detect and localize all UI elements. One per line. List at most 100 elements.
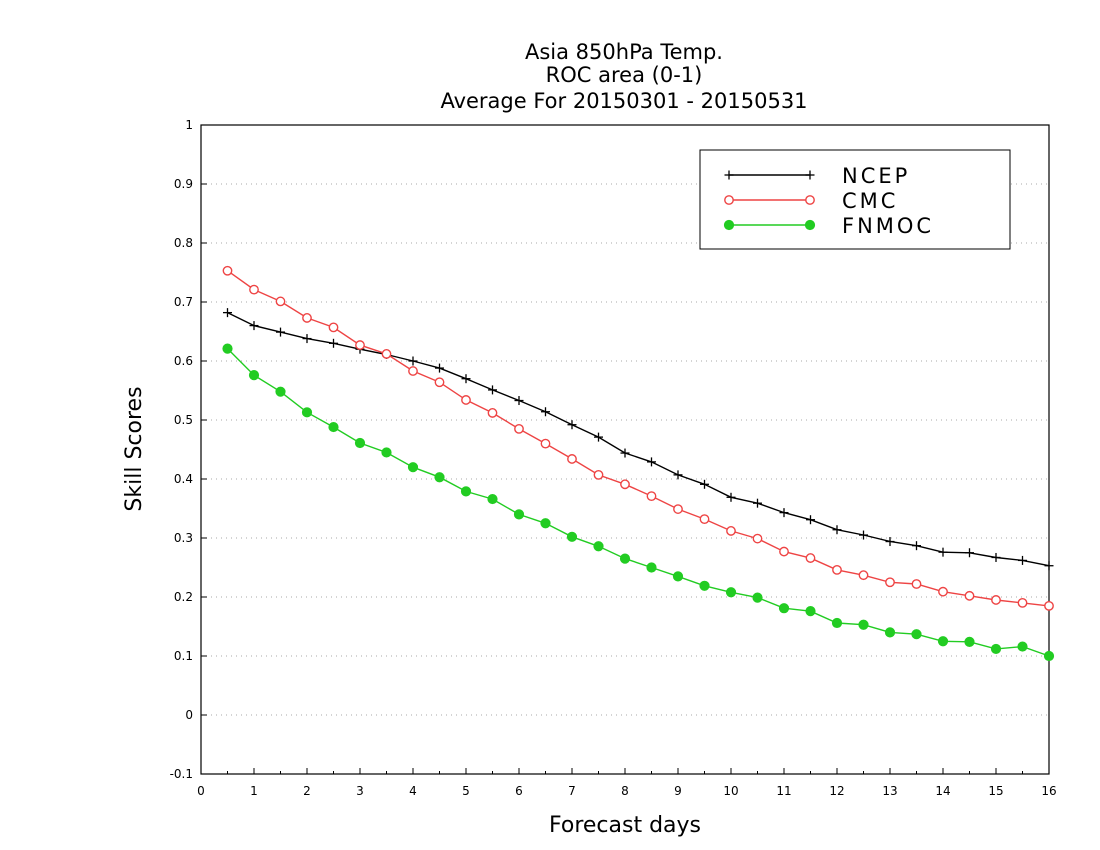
y-tick-label-10: 0.9 <box>174 177 193 191</box>
x-tick-label-11: 11 <box>776 784 791 798</box>
x-tick-label-8: 8 <box>621 784 629 798</box>
point-cmc-12 <box>540 438 551 449</box>
point-fnmoc-5 <box>354 437 366 449</box>
point-ncep-25 <box>885 537 895 547</box>
title-line-2: ROC area (0-1) <box>546 63 703 87</box>
point-ncep-30 <box>1018 555 1027 565</box>
point-cmc-23 <box>832 564 842 575</box>
point-cmc-24 <box>858 570 869 581</box>
point-cmc-28 <box>964 590 975 601</box>
x-tick-label-3: 3 <box>356 784 364 798</box>
point-ncep-2 <box>276 327 285 337</box>
point-ncep-3 <box>302 334 312 344</box>
point-ncep-18 <box>700 479 709 489</box>
y-tick-label-11: 1 <box>185 118 193 132</box>
axis-ticks: -0.100.10.20.30.40.50.60.70.80.910 1 2 3 4 5 6… <box>170 118 1057 798</box>
y-tick-label-4: 0.3 <box>174 531 193 545</box>
legend-marker-start-cmc <box>724 195 734 205</box>
x-axis-title: Forecast days <box>549 813 701 838</box>
point-fnmoc-28 <box>964 636 975 647</box>
x-tick-label-12: 12 <box>829 784 844 798</box>
point-ncep-28 <box>965 548 974 558</box>
point-fnmoc-31 <box>1043 650 1055 662</box>
point-fnmoc-3 <box>301 407 313 418</box>
point-fnmoc-22 <box>805 606 816 617</box>
title-line-1: Asia 850hPa Temp. <box>525 40 723 64</box>
point-ncep-4 <box>329 338 338 348</box>
point-cmc-20 <box>752 533 763 544</box>
point-cmc-10 <box>487 408 498 418</box>
point-fnmoc-14 <box>593 541 604 552</box>
point-cmc-26 <box>911 579 922 589</box>
x-tick-label-13: 13 <box>882 784 897 798</box>
point-cmc-15 <box>620 479 630 490</box>
x-tick-label-15: 15 <box>988 784 1003 798</box>
point-ncep-31 <box>1044 561 1054 571</box>
point-ncep-12 <box>541 407 550 417</box>
point-fnmoc-8 <box>434 472 445 483</box>
point-fnmoc-26 <box>911 629 922 640</box>
point-fnmoc-10 <box>487 493 498 505</box>
y-tick-label-5: 0.4 <box>174 472 193 486</box>
legend-entry-cmc: CMC <box>724 189 895 213</box>
point-cmc-25 <box>885 577 895 588</box>
point-cmc-13 <box>567 454 577 464</box>
x-tick-label-5: 5 <box>462 784 470 798</box>
point-fnmoc-30 <box>1017 641 1028 652</box>
point-cmc-0 <box>222 265 233 276</box>
point-fnmoc-1 <box>248 370 260 381</box>
point-cmc-3 <box>302 313 312 323</box>
point-ncep-14 <box>594 432 603 442</box>
point-cmc-9 <box>461 395 471 405</box>
chart-title: Asia 850hPa Temp. ROC area (0-1) Average… <box>440 40 807 113</box>
point-ncep-16 <box>647 457 656 467</box>
x-tick-label-9: 9 <box>674 784 682 798</box>
point-cmc-4 <box>328 322 339 333</box>
point-ncep-13 <box>567 420 577 430</box>
point-cmc-2 <box>275 296 286 307</box>
point-fnmoc-9 <box>460 486 472 497</box>
point-fnmoc-16 <box>646 562 657 573</box>
x-tick-label-7: 7 <box>568 784 576 798</box>
point-cmc-22 <box>805 553 816 563</box>
point-fnmoc-21 <box>778 603 790 614</box>
point-fnmoc-13 <box>566 531 578 542</box>
y-tick-label-8: 0.7 <box>174 295 193 309</box>
point-fnmoc-11 <box>513 509 525 520</box>
point-ncep-23 <box>832 525 842 535</box>
y-tick-label-0: -0.1 <box>170 767 193 781</box>
point-ncep-29 <box>991 552 1001 562</box>
series-ncep <box>223 308 1054 571</box>
x-tick-label-6: 6 <box>515 784 523 798</box>
legend-entry-fnmoc: FNMOC <box>723 214 931 238</box>
point-fnmoc-25 <box>884 627 896 638</box>
point-fnmoc-15 <box>619 553 631 564</box>
point-fnmoc-2 <box>275 386 286 397</box>
y-tick-label-2: 0.1 <box>174 649 193 663</box>
point-fnmoc-7 <box>407 462 419 473</box>
point-ncep-11 <box>514 396 524 406</box>
y-tick-label-7: 0.6 <box>174 354 193 368</box>
series-lines <box>222 265 1055 662</box>
point-ncep-0 <box>223 308 232 318</box>
title-line-3: Average For 20150301 - 20150531 <box>440 89 807 113</box>
legend-marker-end-ncep <box>805 170 815 180</box>
y-axis-title: Skill Scores <box>122 386 147 511</box>
point-cmc-31 <box>1044 600 1054 611</box>
x-tick-label-1: 1 <box>250 784 258 798</box>
point-cmc-16 <box>646 491 657 502</box>
point-fnmoc-17 <box>672 571 684 582</box>
point-ncep-19 <box>726 492 736 502</box>
point-cmc-27 <box>938 586 948 597</box>
point-fnmoc-12 <box>540 518 551 529</box>
point-cmc-1 <box>249 284 259 295</box>
point-ncep-22 <box>806 515 815 525</box>
legend-label-ncep: NCEP <box>842 164 910 188</box>
series-cmc <box>222 265 1054 611</box>
point-cmc-7 <box>408 366 418 376</box>
point-ncep-8 <box>435 363 444 373</box>
legend-marker-start-ncep <box>724 170 734 180</box>
point-ncep-10 <box>488 385 497 395</box>
point-fnmoc-29 <box>990 643 1002 655</box>
